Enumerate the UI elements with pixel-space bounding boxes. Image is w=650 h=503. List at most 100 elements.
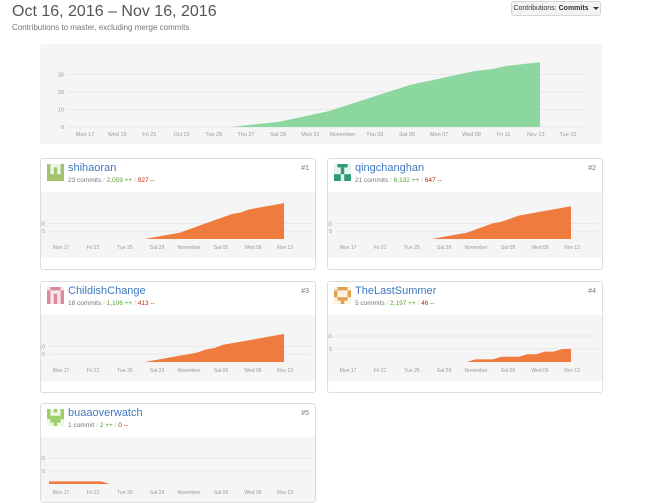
commit-count: 1 commit xyxy=(68,422,95,429)
contributor-name-link[interactable]: TheLastSummer xyxy=(355,285,437,297)
x-tick-label: Fri 21 xyxy=(87,490,100,496)
contributor-commit-chart: 5 10 Mon 17 Fri 21 Tue 25 Sat 29 November Sat 0… xyxy=(41,437,315,502)
x-tick-label: Mon 17 xyxy=(76,132,94,138)
y-tick-label: 10 xyxy=(41,221,45,227)
x-tick-label: Fri 21 xyxy=(142,132,156,138)
x-tick-label: Sat 29 xyxy=(437,245,452,251)
x-tick-label: Wed 09 xyxy=(531,245,548,251)
y-tick-label: 30 xyxy=(58,73,64,79)
x-tick-label: November xyxy=(177,245,200,251)
commit-count: 18 commits xyxy=(68,300,102,307)
x-tick-label: Wed 09 xyxy=(462,132,481,138)
y-tick-label: 5 xyxy=(42,469,45,475)
y-tick-label: 5 xyxy=(42,229,45,235)
additions-count: 2,059 ++ xyxy=(106,177,133,184)
contributor-stats: 1 commit / 2 ++ / 0 -- xyxy=(68,422,128,429)
y-tick-label: 20 xyxy=(58,90,64,96)
contributor-commit-chart: 5 10 Mon 17 Fri 21 Tue 25 Sat 29 November Sat 0… xyxy=(328,192,602,258)
commit-count: 21 commits xyxy=(355,177,389,184)
commits-area xyxy=(49,481,284,484)
x-tick-label: Mon 17 xyxy=(53,245,70,251)
identicon-lightgreen-avatar xyxy=(47,409,64,426)
contributor-name-link[interactable]: shihaoran xyxy=(68,162,117,174)
x-tick-label: November xyxy=(177,368,200,374)
x-tick-label: Thu 03 xyxy=(366,132,383,138)
y-tick-label: 10 xyxy=(328,334,332,340)
deletions-count: 0 -- xyxy=(118,422,128,429)
x-tick-label: Sat 05 xyxy=(214,245,229,251)
contributor-card-4: TheLastSummer 5 commits / 2,197 ++ / 46 … xyxy=(327,281,603,393)
x-tick-label: Sat 05 xyxy=(214,490,229,496)
x-tick-label: November xyxy=(464,245,487,251)
contributor-chart-svg: 5 10 Mon 17 Fri 21 Tue 25 Sat 29 November Sat 0… xyxy=(328,206,598,251)
y-tick-label: 5 xyxy=(329,229,332,235)
contributor-commit-chart: 5 10 Mon 17 Fri 21 Tue 25 Sat 29 November Sat 0… xyxy=(328,315,602,381)
additions-count: 2,197 ++ xyxy=(390,300,416,307)
x-tick-label: Mon 31 xyxy=(301,132,319,138)
contributions-label: Contributions: xyxy=(513,5,557,12)
x-tick-label: Mon 17 xyxy=(53,490,70,496)
contributor-name-link[interactable]: ChildishChange xyxy=(68,285,146,297)
x-tick-label: Wed 19 xyxy=(108,132,127,138)
contributor-name-link[interactable]: buaaoverwatch xyxy=(68,407,143,419)
contributor-stats: 23 commits / 2,059 ++ / 927 -- xyxy=(68,177,155,184)
x-tick-label: Sat 05 xyxy=(214,368,229,374)
contributor-card-1: shihaoran 23 commits / 2,059 ++ / 927 --… xyxy=(40,158,316,270)
contributor-stats: 18 commits / 1,106 ++ / 413 -- xyxy=(68,300,155,307)
contributor-card-3: ChildishChange 18 commits / 1,106 ++ / 4… xyxy=(40,281,316,393)
x-tick-label: Wed 09 xyxy=(244,245,261,251)
x-tick-label: Tue 25 xyxy=(205,132,222,138)
deletions-count: 413 -- xyxy=(137,300,155,307)
x-tick-label: Tue 25 xyxy=(404,368,420,374)
x-tick-label: Sat 05 xyxy=(501,245,516,251)
additions-count: 1,106 ++ xyxy=(106,300,133,307)
contributor-rank: #3 xyxy=(301,288,309,295)
commits-area xyxy=(336,206,571,239)
contributions-dropdown-button[interactable]: Contributions: Commits xyxy=(511,1,601,16)
y-tick-label: 5 xyxy=(329,347,332,353)
contributor-rank: #4 xyxy=(588,288,596,295)
contributor-stats: 5 commits / 2,197 ++ / 46 -- xyxy=(355,300,435,307)
x-tick-label: Nov 13 xyxy=(277,368,293,374)
contributor-rank: #5 xyxy=(301,410,309,417)
x-tick-label: Tue 15 xyxy=(560,132,577,138)
contributor-card-2: qingchanghan 21 commits / 6,132 ++ / 647… xyxy=(327,158,603,270)
identicon-pink-avatar xyxy=(47,287,64,304)
x-tick-label: Fri 21 xyxy=(374,368,387,374)
commits-area xyxy=(336,349,571,362)
x-tick-label: November xyxy=(464,368,487,374)
x-tick-label: Nov 13 xyxy=(277,245,293,251)
identicon-teal-avatar xyxy=(334,164,351,181)
y-tick-label: 10 xyxy=(58,108,64,114)
x-tick-label: Nov 13 xyxy=(277,490,293,496)
x-tick-label: Mon 07 xyxy=(430,132,448,138)
contributor-commit-chart: 5 10 Mon 17 Fri 21 Tue 25 Sat 29 November Sat 0… xyxy=(41,315,315,381)
commit-count: 5 commits xyxy=(355,300,385,307)
y-tick-label: 5 xyxy=(42,352,45,358)
x-tick-label: Oct 23 xyxy=(173,132,189,138)
contributor-name-link[interactable]: qingchanghan xyxy=(355,162,425,174)
x-tick-label: Tue 25 xyxy=(117,245,133,251)
commits-area xyxy=(68,62,540,127)
x-tick-label: Nov 13 xyxy=(564,368,580,374)
additions-count: 6,132 ++ xyxy=(393,177,420,184)
contributor-chart-svg: 5 10 Mon 17 Fri 21 Tue 25 Sat 29 November Sat 0… xyxy=(41,456,311,496)
deletions-count: 927 -- xyxy=(137,177,155,184)
commits-area xyxy=(49,333,284,362)
x-tick-label: Tue 25 xyxy=(117,490,133,496)
additions-count: 2 ++ xyxy=(99,422,113,429)
deletions-count: 647 -- xyxy=(424,177,442,184)
identicon-green-avatar xyxy=(47,164,64,181)
y-tick-label: 10 xyxy=(41,456,45,462)
commits-area xyxy=(49,203,284,239)
x-tick-label: Sat 29 xyxy=(437,368,452,374)
contributor-rank: #1 xyxy=(301,165,309,172)
x-tick-label: Fri 21 xyxy=(87,245,100,251)
y-tick-label: 0 xyxy=(61,125,64,131)
caret-down-icon xyxy=(592,7,599,10)
x-tick-label: Nov 13 xyxy=(564,245,580,251)
contributor-chart-svg: 5 10 Mon 17 Fri 21 Tue 25 Sat 29 November Sat 0… xyxy=(41,333,311,374)
x-tick-label: Sat 29 xyxy=(150,245,165,251)
page-subtitle: Contributions to master, excluding merge… xyxy=(12,23,190,32)
contributor-stats: 21 commits / 6,132 ++ / 647 -- xyxy=(355,177,442,184)
